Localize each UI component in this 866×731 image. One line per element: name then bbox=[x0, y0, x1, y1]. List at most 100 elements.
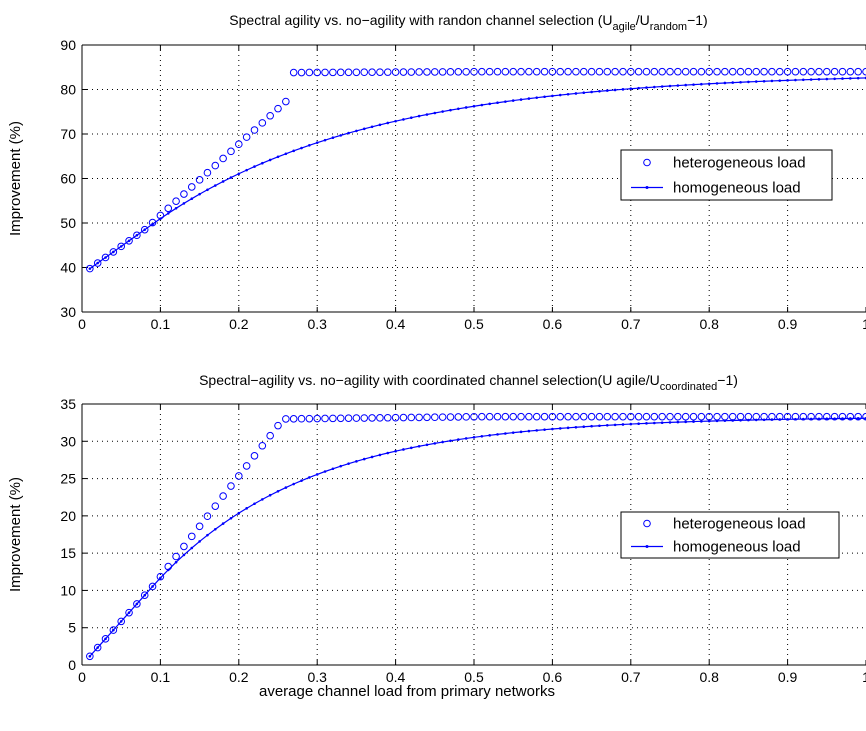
data-point bbox=[101, 253, 110, 262]
data-point bbox=[689, 67, 698, 76]
data-point bbox=[399, 68, 408, 76]
data-point bbox=[809, 417, 813, 421]
data-point bbox=[313, 68, 322, 77]
data-point bbox=[723, 419, 727, 422]
data-point bbox=[849, 417, 852, 420]
data-point bbox=[282, 97, 290, 106]
data-point bbox=[140, 591, 149, 600]
data-point bbox=[344, 68, 353, 77]
data-point bbox=[854, 67, 862, 76]
data-point bbox=[166, 568, 170, 572]
data-point bbox=[707, 82, 711, 86]
data-point bbox=[159, 217, 162, 220]
data-point bbox=[182, 553, 186, 557]
data-point bbox=[543, 428, 546, 431]
data-point bbox=[778, 418, 782, 421]
data-point bbox=[791, 67, 800, 76]
data-point bbox=[449, 108, 452, 112]
data-point bbox=[321, 68, 329, 77]
data-point bbox=[221, 180, 225, 183]
data-point bbox=[315, 141, 319, 144]
data-point bbox=[284, 152, 288, 156]
x-tick-label: 1 bbox=[862, 316, 866, 332]
data-point bbox=[504, 432, 507, 435]
data-point bbox=[250, 126, 259, 134]
data-point bbox=[457, 107, 460, 111]
data-point bbox=[627, 412, 635, 421]
data-point bbox=[674, 67, 682, 76]
legend-box bbox=[620, 149, 833, 201]
legend-entry: heterogeneous load bbox=[673, 155, 806, 172]
data-point bbox=[480, 434, 484, 438]
data-point bbox=[715, 419, 719, 423]
y-tick-label: 30 bbox=[60, 433, 76, 449]
data-point bbox=[801, 417, 805, 421]
data-point bbox=[360, 68, 369, 77]
data-point bbox=[454, 68, 463, 76]
data-point bbox=[587, 412, 596, 421]
data-point bbox=[794, 78, 797, 82]
data-point bbox=[501, 67, 510, 76]
data-point bbox=[815, 67, 823, 76]
data-point bbox=[96, 261, 99, 265]
data-point bbox=[143, 593, 147, 597]
data-point bbox=[744, 67, 753, 76]
data-point bbox=[261, 498, 264, 501]
data-point bbox=[684, 420, 687, 424]
data-point bbox=[621, 423, 625, 426]
data-point bbox=[582, 91, 586, 95]
data-point bbox=[582, 425, 586, 429]
data-point bbox=[496, 433, 499, 436]
data-point bbox=[300, 146, 303, 150]
data-point bbox=[833, 417, 836, 420]
series-heterogeneous-load bbox=[86, 412, 866, 661]
data-point bbox=[658, 412, 666, 421]
data-point bbox=[587, 67, 596, 76]
data-point bbox=[660, 421, 664, 424]
x-tick-label: 1 bbox=[862, 669, 866, 685]
y-tick-label: 60 bbox=[60, 171, 76, 187]
data-point bbox=[112, 250, 115, 254]
data-point bbox=[527, 97, 531, 100]
legend-marker bbox=[643, 158, 651, 167]
data-point bbox=[605, 89, 609, 92]
data-point bbox=[355, 129, 358, 133]
data-point bbox=[206, 188, 209, 192]
data-point bbox=[315, 473, 319, 476]
data-point bbox=[457, 438, 460, 441]
data-point bbox=[245, 168, 248, 172]
data-point bbox=[629, 87, 633, 91]
data-point bbox=[347, 462, 350, 465]
data-point bbox=[331, 467, 335, 471]
data-point bbox=[668, 421, 672, 424]
y-tick-label: 25 bbox=[60, 471, 76, 487]
data-point bbox=[807, 67, 815, 76]
data-point bbox=[697, 412, 706, 421]
data-point bbox=[517, 412, 525, 421]
series-line bbox=[89, 417, 866, 657]
data-point bbox=[762, 79, 766, 83]
data-point bbox=[564, 412, 572, 421]
x-tick-label: 0.9 bbox=[778, 316, 798, 332]
data-point bbox=[93, 259, 102, 267]
y-tick-label: 30 bbox=[60, 304, 76, 320]
data-point bbox=[339, 134, 343, 137]
y-tick-label: 70 bbox=[60, 126, 76, 142]
data-point bbox=[109, 248, 118, 256]
data-point bbox=[362, 457, 366, 461]
data-point bbox=[305, 414, 314, 423]
data-point bbox=[485, 67, 494, 76]
data-point bbox=[174, 560, 178, 564]
data-point bbox=[368, 414, 376, 422]
data-point bbox=[676, 84, 680, 87]
data-point bbox=[449, 439, 452, 443]
data-point bbox=[768, 67, 776, 76]
data-point bbox=[276, 155, 280, 159]
data-point bbox=[603, 67, 612, 76]
data-point bbox=[488, 102, 491, 106]
data-point bbox=[446, 413, 455, 421]
legend: heterogeneous load homogeneous load bbox=[620, 511, 840, 559]
data-point bbox=[540, 67, 549, 76]
data-point bbox=[242, 133, 251, 141]
